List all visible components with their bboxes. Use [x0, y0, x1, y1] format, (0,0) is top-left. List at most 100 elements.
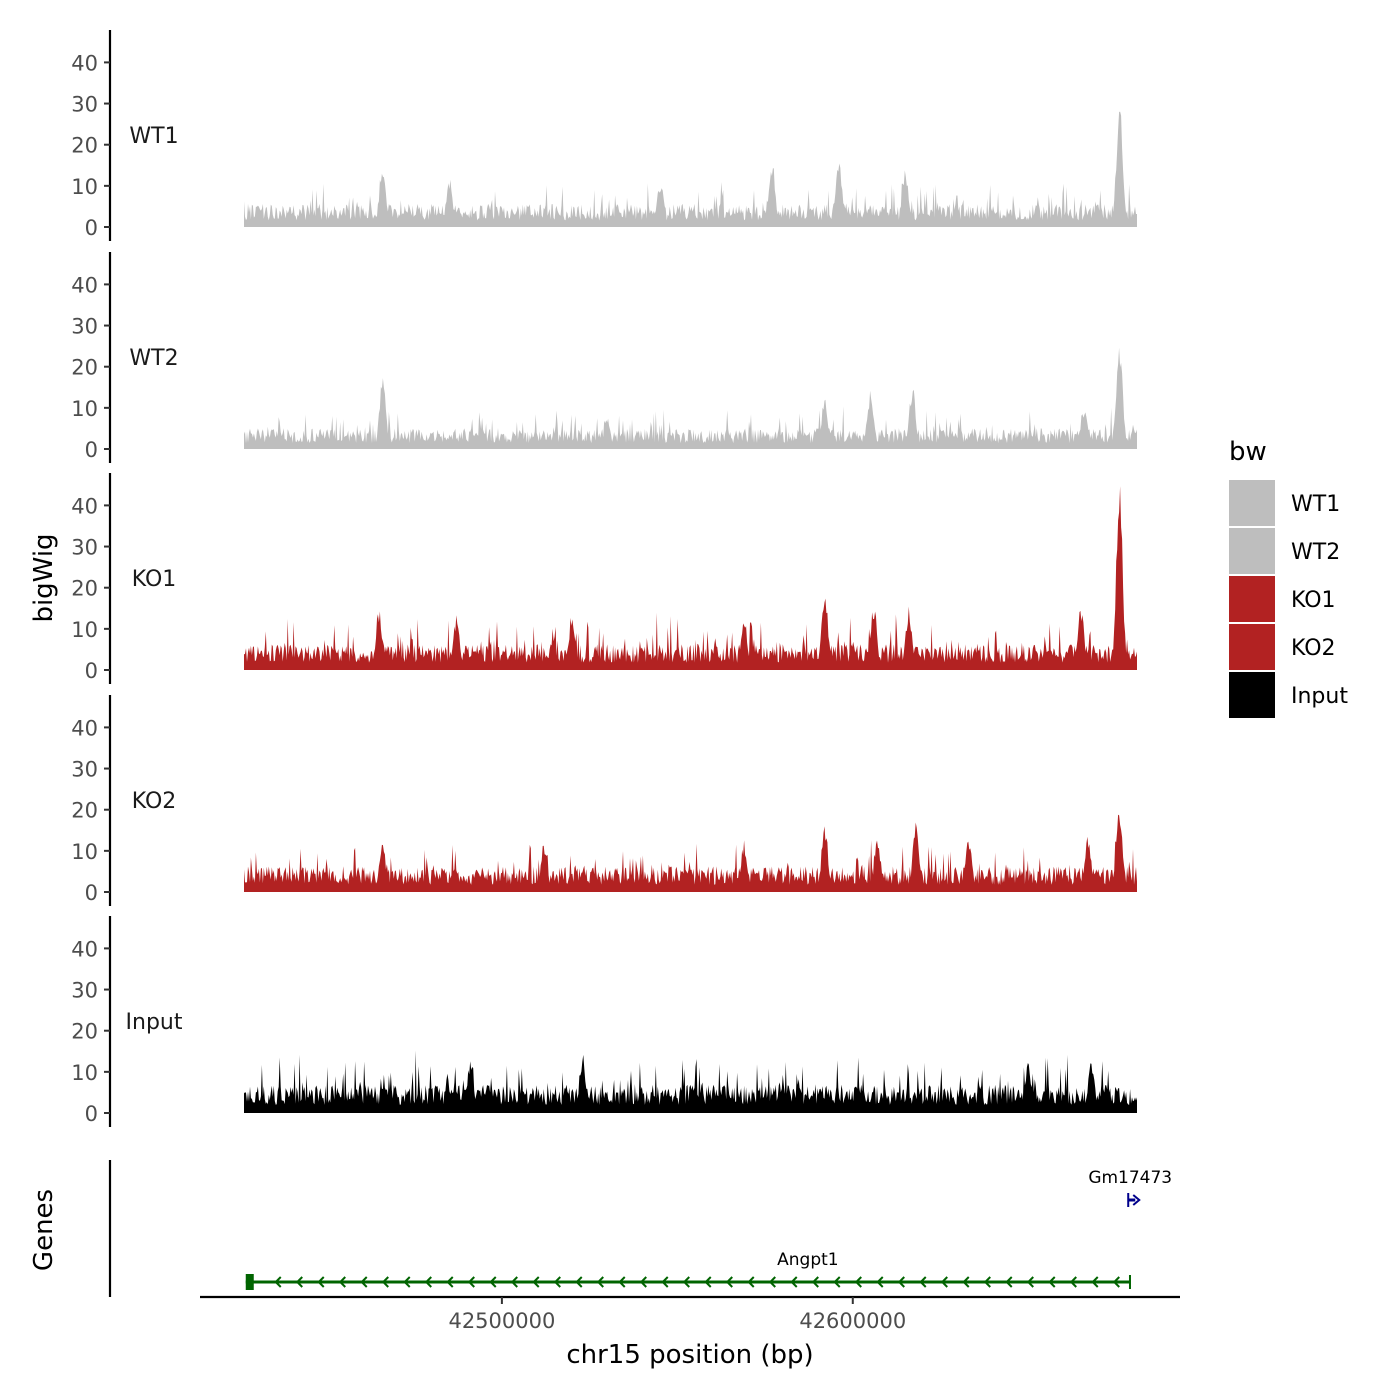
strand-arrow — [833, 1276, 841, 1288]
strand-arrow — [790, 1276, 798, 1288]
y-axis-label: bigWig — [29, 533, 59, 622]
strand-arrow — [747, 1276, 755, 1288]
x-tick-label: 42600000 — [799, 1309, 906, 1333]
track-wt2: 0 10 20 30 40 WT2 — [71, 252, 1137, 463]
strand-arrow — [962, 1276, 970, 1288]
strand-arrow — [360, 1276, 368, 1288]
y-tick-label: 10 — [71, 1061, 98, 1085]
legend-swatch — [1229, 576, 1275, 622]
strand-arrow — [424, 1276, 432, 1288]
strand-arrow — [983, 1276, 991, 1288]
strand-arrow — [317, 1276, 325, 1288]
strand-arrow — [1005, 1276, 1013, 1288]
strand-arrow — [811, 1276, 819, 1288]
strand-arrow — [338, 1276, 346, 1288]
y-tick-label: 0 — [85, 1102, 98, 1126]
strand-arrow — [274, 1276, 282, 1288]
strand-arrow — [596, 1276, 604, 1288]
coverage-area-wt1 — [244, 111, 1137, 227]
y-tick-label: 30 — [71, 315, 98, 339]
track-ko2: 0 10 20 30 40 KO2 — [71, 695, 1137, 906]
strand-arrow — [940, 1276, 948, 1288]
y-tick-label: 20 — [71, 134, 98, 158]
gene-label: Angpt1 — [777, 1250, 838, 1270]
y-tick-label: 0 — [85, 216, 98, 240]
strand-arrow — [1112, 1276, 1120, 1288]
y-tick-label: 10 — [71, 175, 98, 199]
legend-swatch — [1229, 672, 1275, 718]
genes-axis-label: Genes — [29, 1189, 59, 1271]
legend-label: Input — [1291, 684, 1348, 709]
legend-title: bw — [1229, 437, 1267, 467]
gene-angpt1: Angpt1 — [245, 1250, 1131, 1290]
y-tick-label: 30 — [71, 979, 98, 1003]
legend-swatch — [1229, 624, 1275, 670]
strand-arrow — [768, 1276, 776, 1288]
y-tick-label: 40 — [71, 51, 98, 75]
y-tick-label: 20 — [71, 356, 98, 380]
coverage-area-ko1 — [244, 486, 1137, 670]
legend-item-wt2: WT2 — [1229, 528, 1340, 574]
strand-arrow — [1048, 1276, 1056, 1288]
gene-gm17473: Gm17473 — [1088, 1168, 1172, 1207]
track-label: WT1 — [129, 124, 178, 149]
y-tick-label: 0 — [85, 659, 98, 683]
coverage-area-ko2 — [244, 814, 1137, 892]
track-label: KO1 — [132, 567, 177, 592]
y-tick-label: 10 — [71, 840, 98, 864]
track-label: WT2 — [129, 346, 178, 371]
strand-arrow — [897, 1276, 905, 1288]
legend-label: WT2 — [1291, 540, 1340, 565]
track-ko1: 0 10 20 30 40 KO1 — [71, 473, 1137, 684]
track-input: 0 10 20 30 40 Input — [71, 916, 1137, 1127]
y-tick-label: 10 — [71, 618, 98, 642]
legend: bw WT1 WT2 KO1 KO2 Input — [1229, 437, 1348, 718]
y-tick-label: 20 — [71, 1020, 98, 1044]
strand-arrow — [403, 1276, 411, 1288]
strand-arrow — [532, 1276, 540, 1288]
legend-item-input: Input — [1229, 672, 1348, 718]
legend-item-wt1: WT1 — [1229, 480, 1340, 526]
strand-arrow — [854, 1276, 862, 1288]
strand-arrow — [661, 1276, 669, 1288]
y-tick-label: 0 — [85, 438, 98, 462]
x-tick-label: 42500000 — [448, 1309, 555, 1333]
strand-arrow — [704, 1276, 712, 1288]
strand-arrow — [489, 1276, 497, 1288]
legend-label: WT1 — [1291, 492, 1340, 517]
y-tick-label: 0 — [85, 881, 98, 905]
strand-arrow — [1026, 1276, 1034, 1288]
strand-arrow — [467, 1276, 475, 1288]
legend-item-ko2: KO2 — [1229, 624, 1336, 670]
strand-arrow — [510, 1276, 518, 1288]
track-label: Input — [126, 1010, 183, 1035]
strand-arrow — [446, 1276, 454, 1288]
legend-label: KO1 — [1291, 588, 1336, 613]
strand-arrow — [1069, 1276, 1077, 1288]
genes-panel: 42500000 42600000 Angpt1 Gm17473 — [108, 1160, 1180, 1333]
y-tick-label: 20 — [71, 577, 98, 601]
y-tick-label: 30 — [71, 93, 98, 117]
strand-arrow — [876, 1276, 884, 1288]
gene-exon — [245, 1274, 254, 1290]
y-tick-label: 40 — [71, 937, 98, 961]
track-panels: 0 10 20 30 40 WT1 0 10 20 30 40 WT2 0 10 20 30 40 KO1 0 10 2… — [71, 30, 1137, 1127]
track-label: KO2 — [132, 789, 177, 814]
gene-label: Gm17473 — [1088, 1168, 1172, 1188]
strand-arrow — [682, 1276, 690, 1288]
y-tick-label: 40 — [71, 273, 98, 297]
strand-arrow — [381, 1276, 389, 1288]
strand-arrow — [919, 1276, 927, 1288]
legend-swatch — [1229, 480, 1275, 526]
strand-arrow — [639, 1276, 647, 1288]
legend-label: KO2 — [1291, 636, 1336, 661]
strand-arrow — [575, 1276, 583, 1288]
y-tick-label: 30 — [71, 536, 98, 560]
strand-arrow — [295, 1276, 303, 1288]
strand-arrow — [553, 1276, 561, 1288]
y-tick-label: 20 — [71, 799, 98, 823]
legend-swatch — [1229, 528, 1275, 574]
strand-arrow — [725, 1276, 733, 1288]
strand-arrow — [1132, 1194, 1141, 1206]
